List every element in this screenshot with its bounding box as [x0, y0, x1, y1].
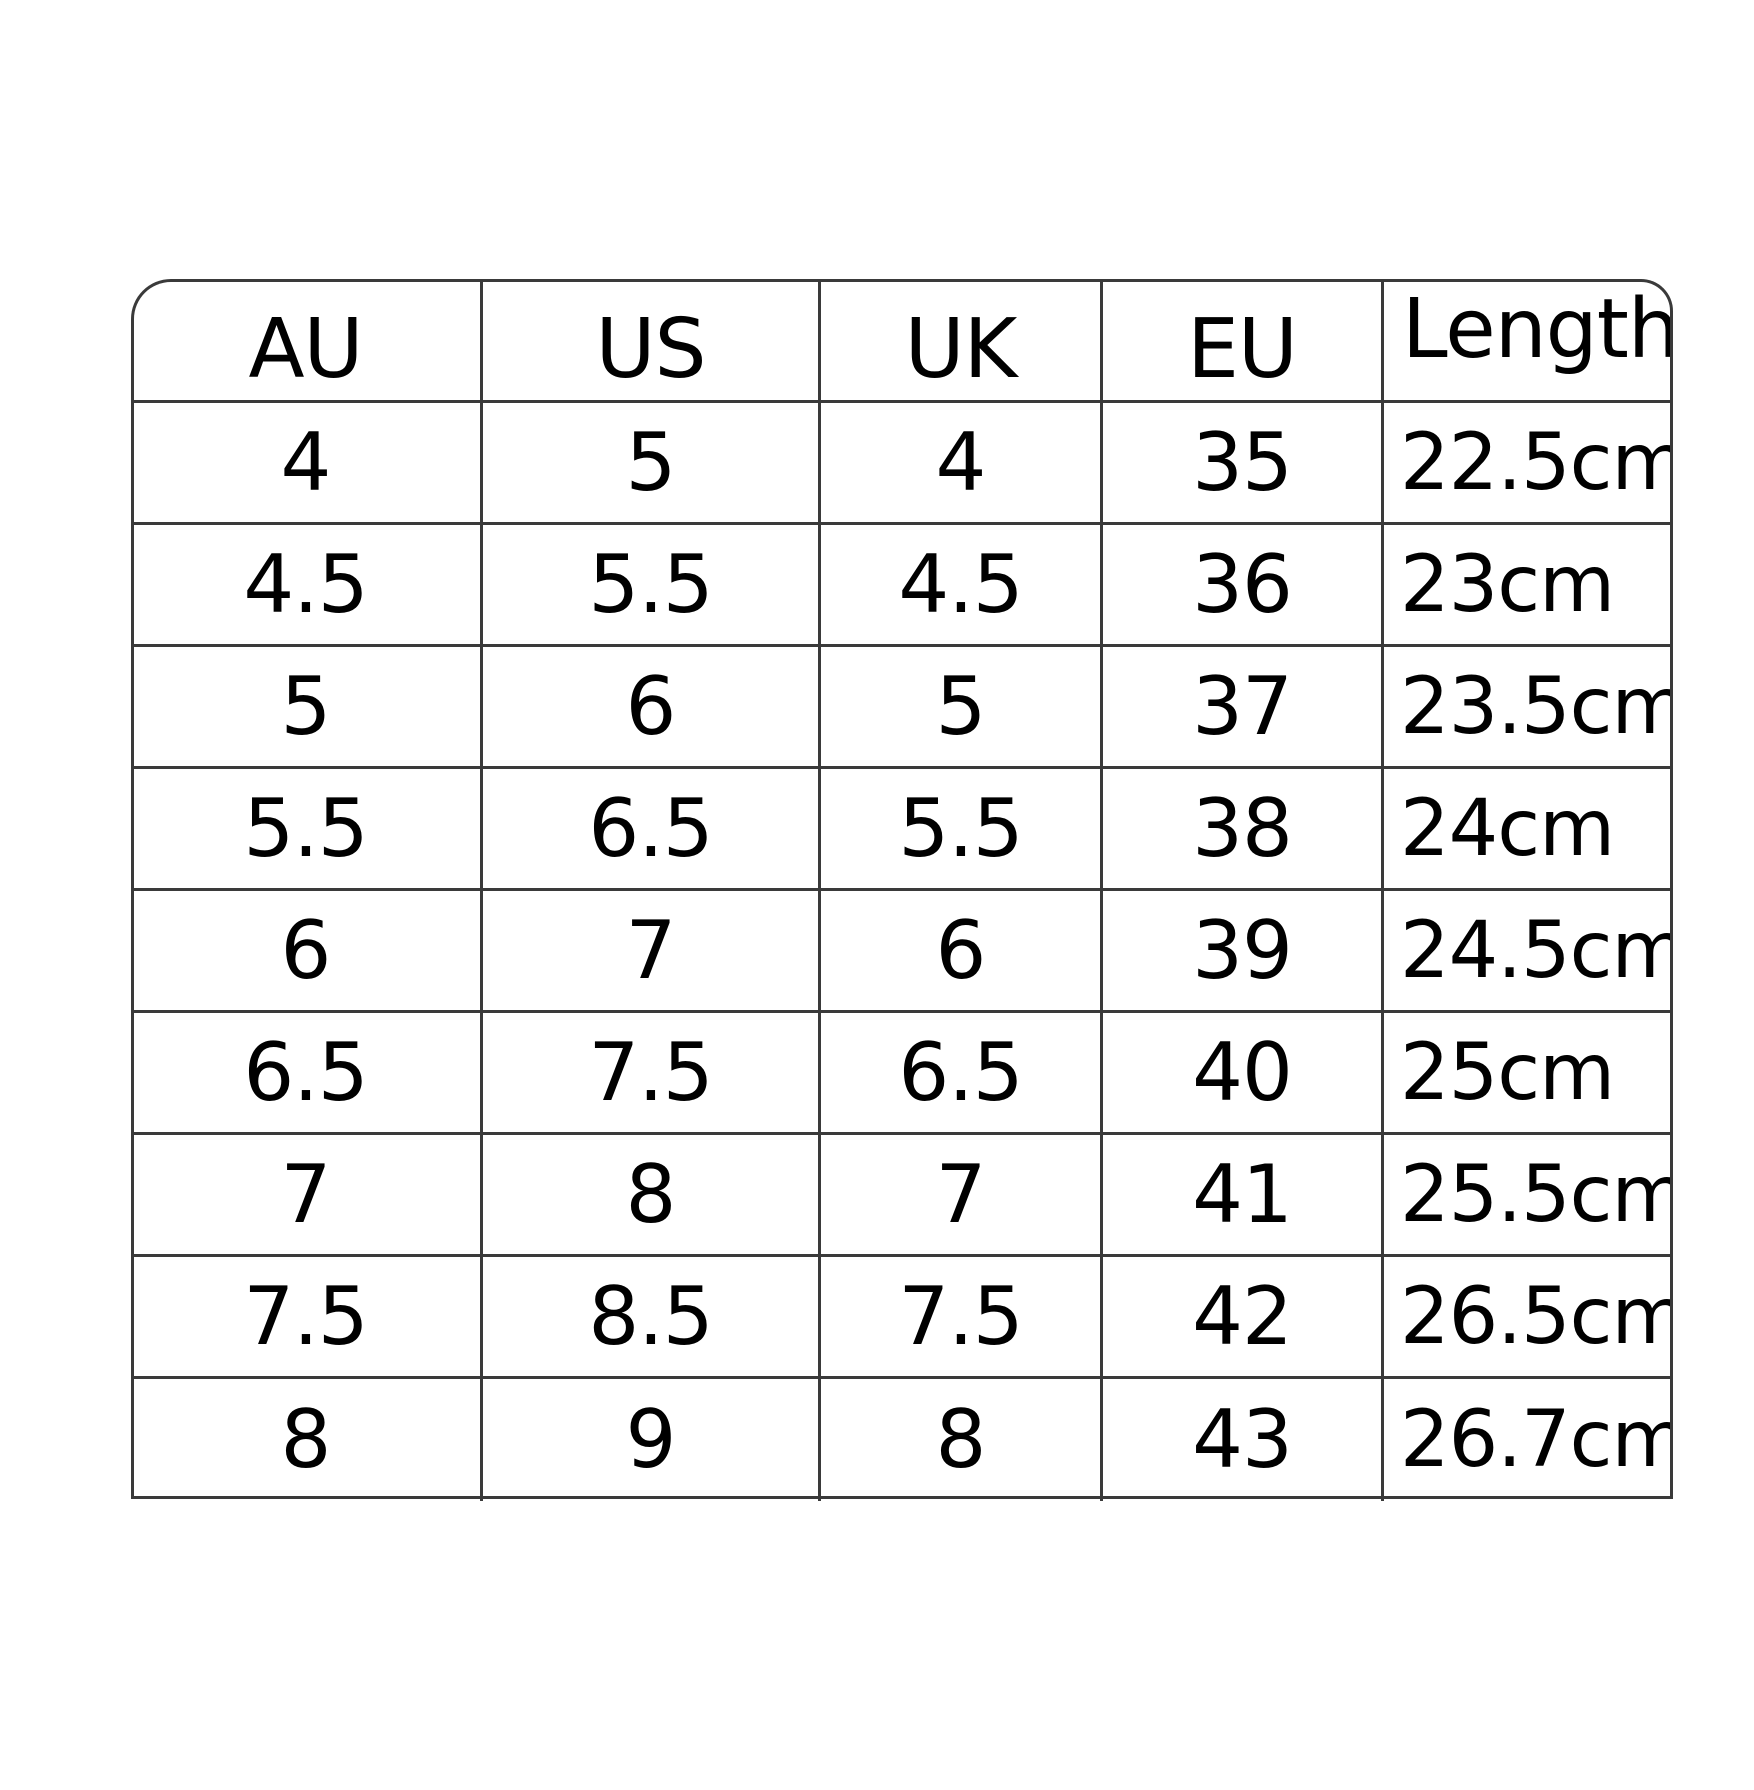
cell-length: 26.5cm [1384, 1257, 1673, 1379]
cell-length: 26.7cm [1400, 1395, 1673, 1485]
cell-eu: 43 [1103, 1379, 1384, 1501]
cell-uk: 7 [821, 1135, 1103, 1257]
cell-us: 7 [483, 891, 821, 1013]
cell-au: 5 [131, 647, 483, 769]
cell-uk: 7.5 [821, 1257, 1103, 1379]
cell-au: 7.5 [131, 1257, 483, 1379]
cell-uk: 6.5 [821, 1013, 1103, 1135]
cell-uk: 6 [821, 891, 1103, 1013]
cell-us: 8 [483, 1135, 821, 1257]
header-au: AU [131, 279, 483, 403]
cell-us: 8.5 [483, 1257, 821, 1379]
header-length: Length [1384, 279, 1673, 403]
cell-us: 6.5 [483, 769, 821, 891]
cell-uk: 5 [821, 647, 1103, 769]
cell-uk: 5.5 [821, 769, 1103, 891]
cell-au: 5.5 [131, 769, 483, 891]
cell-length: 25cm [1384, 1013, 1673, 1135]
header-us: US [483, 279, 821, 403]
cell-us: 7.5 [483, 1013, 821, 1135]
cell-eu: 35 [1103, 403, 1384, 525]
header-eu: EU [1103, 279, 1384, 403]
header-uk: UK [821, 279, 1103, 403]
cell-us: 6 [483, 647, 821, 769]
cell-length: 24cm [1384, 769, 1673, 891]
cell-uk: 4 [821, 403, 1103, 525]
cell-au: 4.5 [131, 525, 483, 647]
cell-au: 6.5 [131, 1013, 483, 1135]
cell-us: 5 [483, 403, 821, 525]
cell-length: 24.5cm [1384, 891, 1673, 1013]
cell-eu: 41 [1103, 1135, 1384, 1257]
cell-uk: 8 [821, 1379, 1103, 1501]
cell-au: 4 [131, 403, 483, 525]
cell-uk: 4.5 [821, 525, 1103, 647]
cell-au: 6 [131, 891, 483, 1013]
cell-eu: 40 [1103, 1013, 1384, 1135]
cell-eu: 42 [1103, 1257, 1384, 1379]
cell-us: 5.5 [483, 525, 821, 647]
cell-length: 22.5cm [1384, 403, 1673, 525]
cell-eu: 37 [1103, 647, 1384, 769]
cell-length: 25.5cm [1384, 1135, 1673, 1257]
cell-au: 7 [131, 1135, 483, 1257]
cell-length: 23cm [1384, 525, 1673, 647]
cell-us: 9 [483, 1379, 821, 1501]
size-chart-table: AU US UK EU Length 4 5 4 35 22.5cm 4.5 5.5 4.5 3… [131, 279, 1673, 1501]
cell-au: 8 [131, 1379, 483, 1501]
cell-eu: 38 [1103, 769, 1384, 891]
cell-eu: 39 [1103, 891, 1384, 1013]
cell-eu: 36 [1103, 525, 1384, 647]
cell-length: 23.5cm [1384, 647, 1673, 769]
